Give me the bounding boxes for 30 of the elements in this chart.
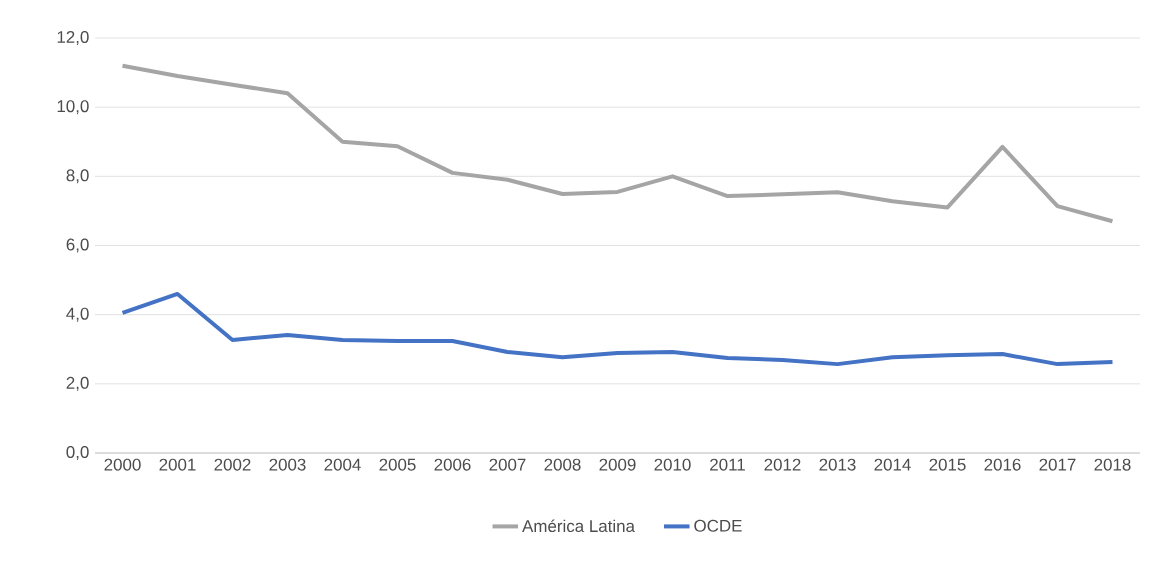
y-tick-label: 8,0 [66,169,89,184]
x-tick-label: 2000 [104,458,141,471]
y-tick-label: 10,0 [57,100,89,115]
line-series [120,63,1115,224]
x-tick-label: 2008 [544,458,581,471]
x-tick-label: 2014 [874,458,911,471]
x-tick-label: 2018 [1094,458,1131,471]
x-tick-label: 2003 [269,458,306,471]
x-tick-label: 2004 [324,458,361,471]
x-tick-label: 2016 [984,458,1021,471]
x-tick-label: 2007 [489,458,526,471]
legend-label: OCDE [694,519,742,532]
x-tick-label: 2017 [1039,458,1076,471]
line-series [120,291,1115,367]
x-tick-label: 2015 [929,458,966,471]
x-tick-label: 2010 [654,458,691,471]
y-tick-label: 0,0 [66,446,89,460]
y-tick-label: 4,0 [66,307,89,322]
y-tick-label: 6,0 [66,238,89,253]
y-tick-label: 12,0 [57,31,89,45]
legend-label: América Latina [522,519,635,533]
x-tick-label: 2005 [379,458,416,471]
x-tick-label: 2011 [710,458,745,471]
x-tick-label: 2006 [434,458,471,471]
x-tick-label: 2001 [159,458,196,471]
x-tick-label: 2009 [599,458,636,471]
x-tick-label: 2002 [214,458,251,471]
x-tick-label: 2012 [764,458,801,471]
x-tick-label: 2013 [819,458,856,471]
y-tick-label: 2,0 [66,376,89,391]
